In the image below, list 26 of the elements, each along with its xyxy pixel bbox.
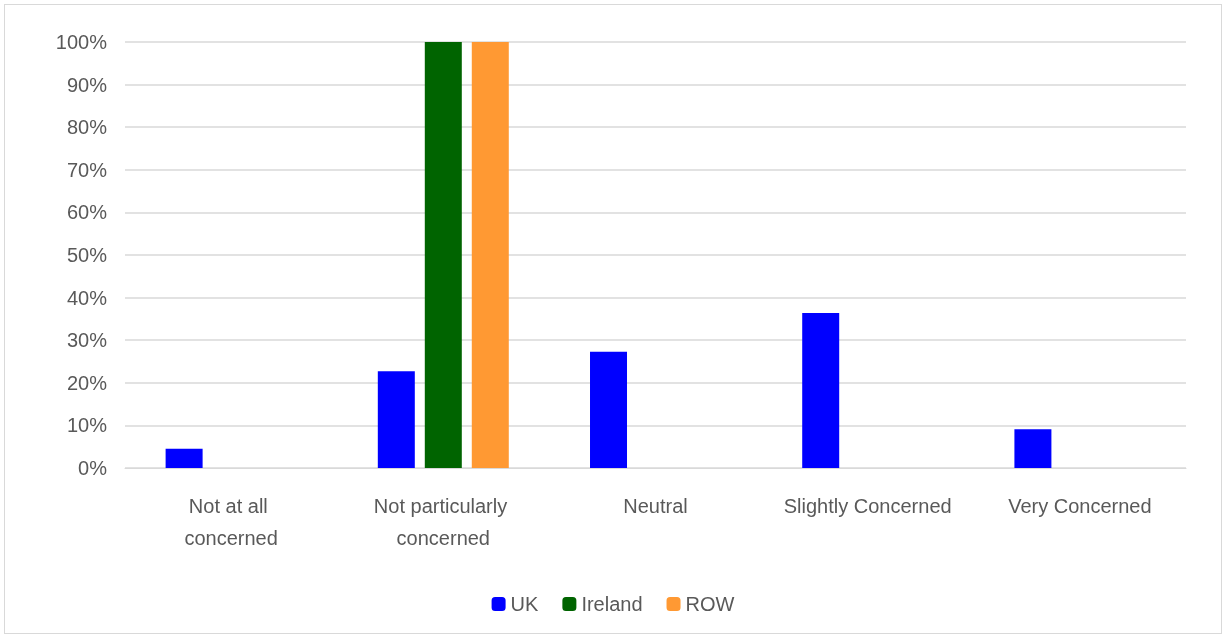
x-tick-label: Very Concerned (1008, 495, 1152, 517)
x-tick-label: Slightly Concerned (783, 495, 952, 517)
bar (165, 448, 203, 468)
x-tick-label: Not at all concerned (184, 495, 278, 549)
bar (1014, 429, 1052, 468)
y-tick-label: 60% (66, 201, 108, 224)
x-tick-label: Not particularly concerned (373, 495, 513, 549)
bar (377, 371, 415, 468)
y-tick-label: 30% (66, 329, 108, 352)
y-tick-label: 40% (66, 286, 108, 309)
y-tick-label: 0% (78, 457, 108, 479)
y-tick-label: 50% (66, 244, 108, 266)
bar (424, 42, 462, 468)
y-tick-label: 70% (66, 158, 108, 181)
legend-label: ROW (685, 593, 735, 615)
bar (802, 312, 840, 468)
y-tick-label: 80% (66, 116, 108, 139)
legend-label: UK (510, 593, 540, 615)
x-tick-label: Neutral (623, 495, 688, 517)
bar (471, 42, 509, 468)
y-tick-label: 100% (55, 31, 108, 53)
legend-label: Ireland (581, 593, 643, 615)
y-tick-label: 90% (66, 73, 108, 96)
y-tick-label: 20% (66, 371, 108, 394)
y-tick-label: 10% (66, 414, 108, 437)
bar (590, 351, 628, 468)
